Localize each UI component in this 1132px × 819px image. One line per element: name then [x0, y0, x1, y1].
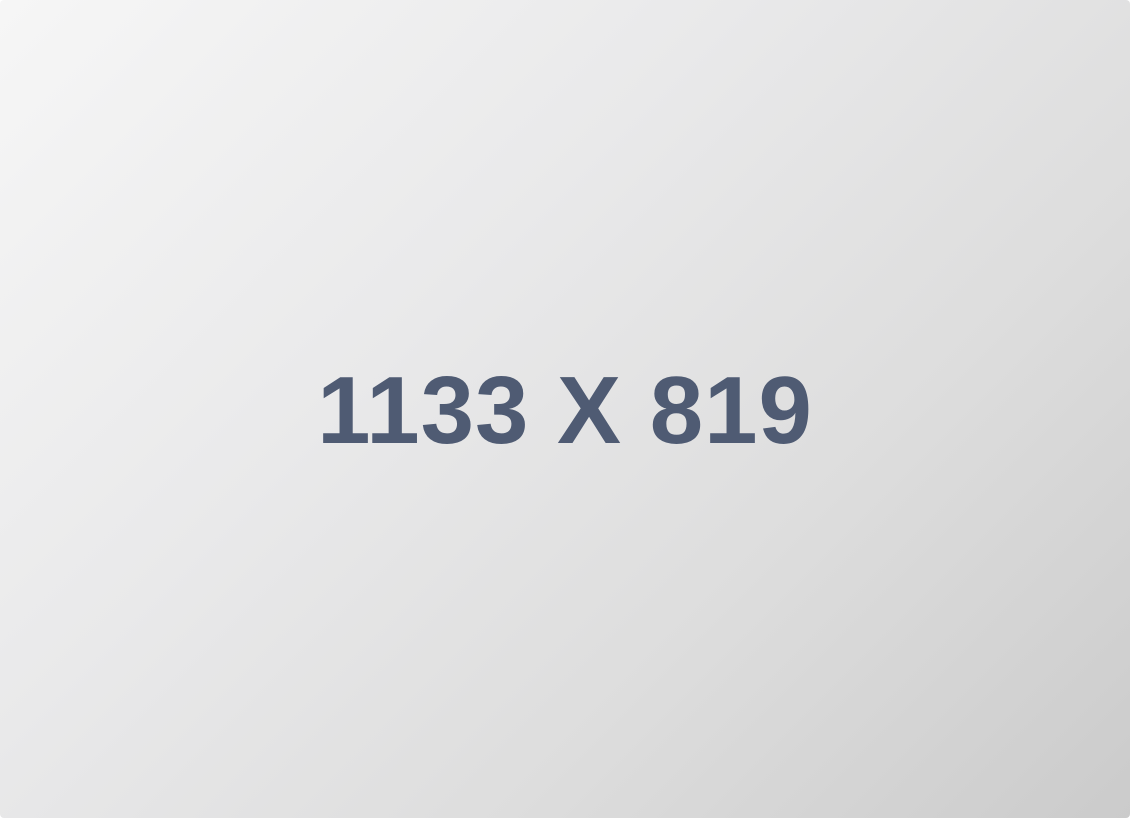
- dimension-label: 1133 X 819: [317, 356, 813, 464]
